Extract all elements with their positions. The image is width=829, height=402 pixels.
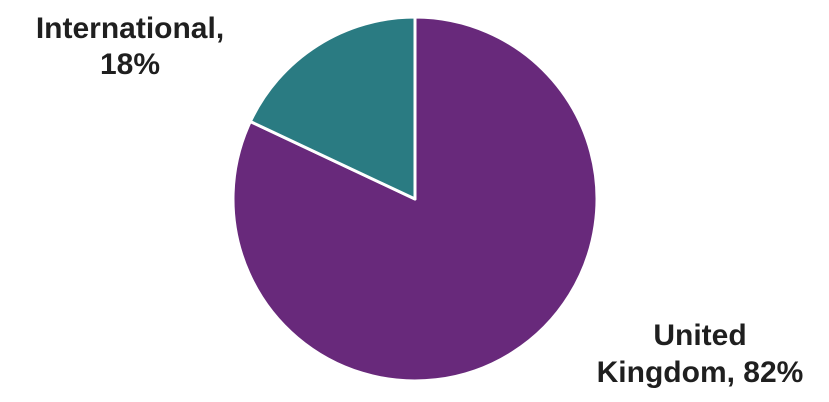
slice-label-line: International,	[36, 12, 224, 45]
slice-label-line: United	[653, 319, 746, 352]
slice-label-international: International, 18%	[36, 12, 224, 81]
slice-label-line: 18%	[100, 48, 160, 81]
slice-labels: United Kingdom, 82% International, 18%	[36, 12, 804, 389]
slice-label-line: Kingdom, 82%	[597, 356, 804, 389]
pie-slice-international	[248, 15, 417, 201]
slice-label-united-kingdom: United Kingdom, 82%	[597, 319, 804, 389]
pie-slices	[231, 15, 599, 383]
